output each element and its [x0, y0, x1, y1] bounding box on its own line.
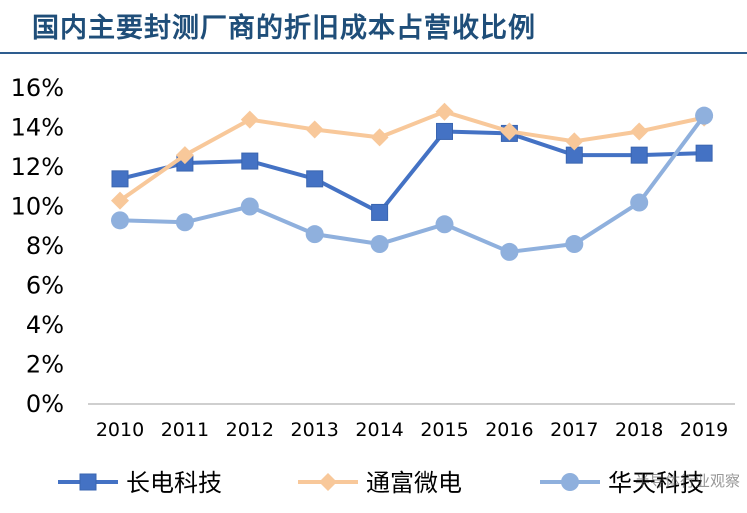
data-point-marker	[695, 144, 713, 162]
title-underline	[0, 52, 747, 54]
legend-label: 通富微电	[366, 469, 462, 497]
x-tick-label: 2012	[226, 419, 274, 441]
data-point-marker	[240, 110, 259, 129]
data-point-marker	[630, 122, 649, 141]
data-point-marker	[500, 122, 519, 141]
data-point-marker	[175, 213, 194, 232]
data-point-marker	[111, 211, 129, 230]
y-tick-label: 6%	[26, 272, 64, 300]
series-line	[119, 129, 705, 215]
data-point-marker	[500, 242, 519, 261]
y-tick-label: 14%	[11, 114, 64, 142]
legend-label: 华天科技	[608, 469, 704, 497]
x-tick-label: 2015	[420, 419, 468, 441]
y-tick-label: 2%	[26, 351, 64, 379]
data-point-marker	[630, 146, 648, 164]
y-tick-label: 10%	[11, 193, 64, 221]
y-tick-label: 12%	[11, 153, 64, 181]
data-point-marker	[240, 197, 259, 216]
data-point-marker	[565, 235, 584, 254]
series-line	[119, 114, 706, 254]
y-tick-label: 0%	[26, 390, 64, 418]
data-point-marker	[305, 225, 324, 244]
legend-label: 长电科技	[126, 469, 222, 497]
x-tick-label: 2014	[355, 419, 403, 441]
data-point-marker	[695, 106, 714, 125]
x-tick-label: 2016	[485, 419, 533, 441]
data-point-marker	[306, 170, 324, 188]
y-tick-label: 4%	[26, 311, 64, 339]
legend-marker	[319, 473, 337, 491]
series-line	[118, 109, 705, 203]
y-tick-label: 8%	[26, 232, 64, 260]
data-point-marker	[241, 152, 259, 170]
data-point-marker	[371, 203, 389, 221]
x-tick-label: 2019	[680, 419, 728, 441]
data-point-marker	[370, 128, 389, 147]
legend-marker	[79, 473, 97, 491]
data-point-marker	[630, 193, 649, 212]
x-tick-label: 2011	[161, 419, 209, 441]
data-point-marker	[565, 132, 584, 151]
y-tick-label: 16%	[11, 74, 64, 102]
data-point-marker	[111, 191, 129, 210]
x-tick-label: 2013	[291, 419, 339, 441]
data-point-marker	[435, 102, 454, 121]
watermark-text: 半导体行业观察	[635, 472, 740, 490]
data-point-marker	[436, 122, 453, 140]
x-tick-label: 2017	[550, 419, 598, 441]
x-tick-label: 2018	[615, 419, 663, 441]
data-point-marker	[111, 170, 129, 188]
data-point-marker	[370, 235, 389, 254]
legend-marker	[561, 473, 579, 491]
data-point-marker	[305, 120, 324, 139]
data-point-marker	[435, 215, 454, 234]
chart-title: 国内主要封测厂商的折旧成本占营收比例	[32, 13, 536, 44]
x-tick-label: 2010	[96, 419, 144, 441]
data-point-marker	[175, 146, 194, 165]
